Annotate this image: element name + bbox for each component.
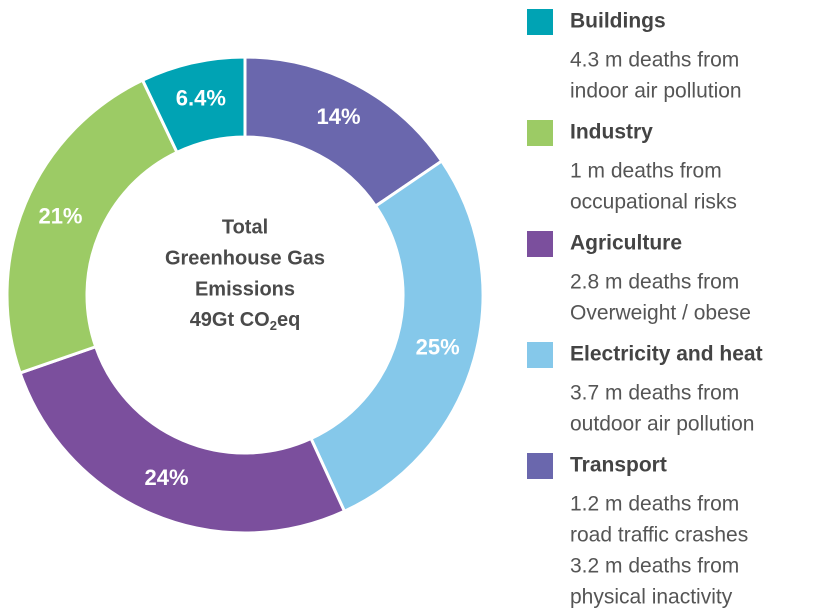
- legend-swatch: [527, 231, 553, 257]
- center-total: 49Gt CO2eq: [190, 309, 301, 333]
- legend-description: 4.3 m deaths from: [570, 49, 739, 72]
- segment-label: 24%: [145, 465, 189, 490]
- segment: [5, 78, 180, 375]
- legend-description: 2.8 m deaths from: [570, 271, 739, 294]
- legend-description: Overweight / obese: [570, 302, 751, 325]
- segment: [140, 55, 247, 155]
- legend-description: 3.2 m deaths from: [570, 555, 739, 578]
- legend-description: indoor air pollution: [570, 80, 742, 103]
- legend-title: Electricity and heat: [570, 343, 763, 366]
- segment-label: 25%: [416, 334, 460, 359]
- center-line: Greenhouse Gas: [165, 247, 325, 269]
- segment-label: 21%: [38, 204, 82, 229]
- legend-description: physical inactivity: [570, 586, 733, 609]
- total-text: 49Gt CO: [190, 309, 270, 331]
- legend-description: 1 m deaths from: [570, 160, 722, 183]
- legend-description: outdoor air pollution: [570, 413, 754, 436]
- legend-description: occupational risks: [570, 191, 737, 214]
- legend-description: 3.7 m deaths from: [570, 382, 739, 405]
- legend-swatch: [527, 453, 553, 479]
- segment-label: 14%: [316, 104, 360, 129]
- subscript: 2: [270, 318, 277, 333]
- legend-title: Agriculture: [570, 232, 682, 255]
- center-line: Emissions: [195, 278, 295, 300]
- center-line: Total: [222, 216, 268, 238]
- segment: [309, 158, 485, 514]
- legend-swatch: [527, 120, 553, 146]
- legend-swatch: [527, 9, 553, 35]
- legend: Buildings 4.3 m deaths from indoor air pol…: [527, 9, 763, 609]
- legend-title: Industry: [570, 121, 653, 144]
- legend-description: 1.2 m deaths from: [570, 493, 739, 516]
- legend-description: road traffic crashes: [570, 524, 748, 547]
- legend-swatch: [527, 342, 553, 368]
- donut: 14% 25% 24% 21% 6.4%: [5, 55, 485, 535]
- total-text: eq: [277, 309, 300, 331]
- legend-title: Buildings: [570, 10, 666, 33]
- legend-title: Transport: [570, 454, 667, 477]
- segment: [18, 344, 347, 535]
- segment-label: 6.4%: [176, 86, 226, 111]
